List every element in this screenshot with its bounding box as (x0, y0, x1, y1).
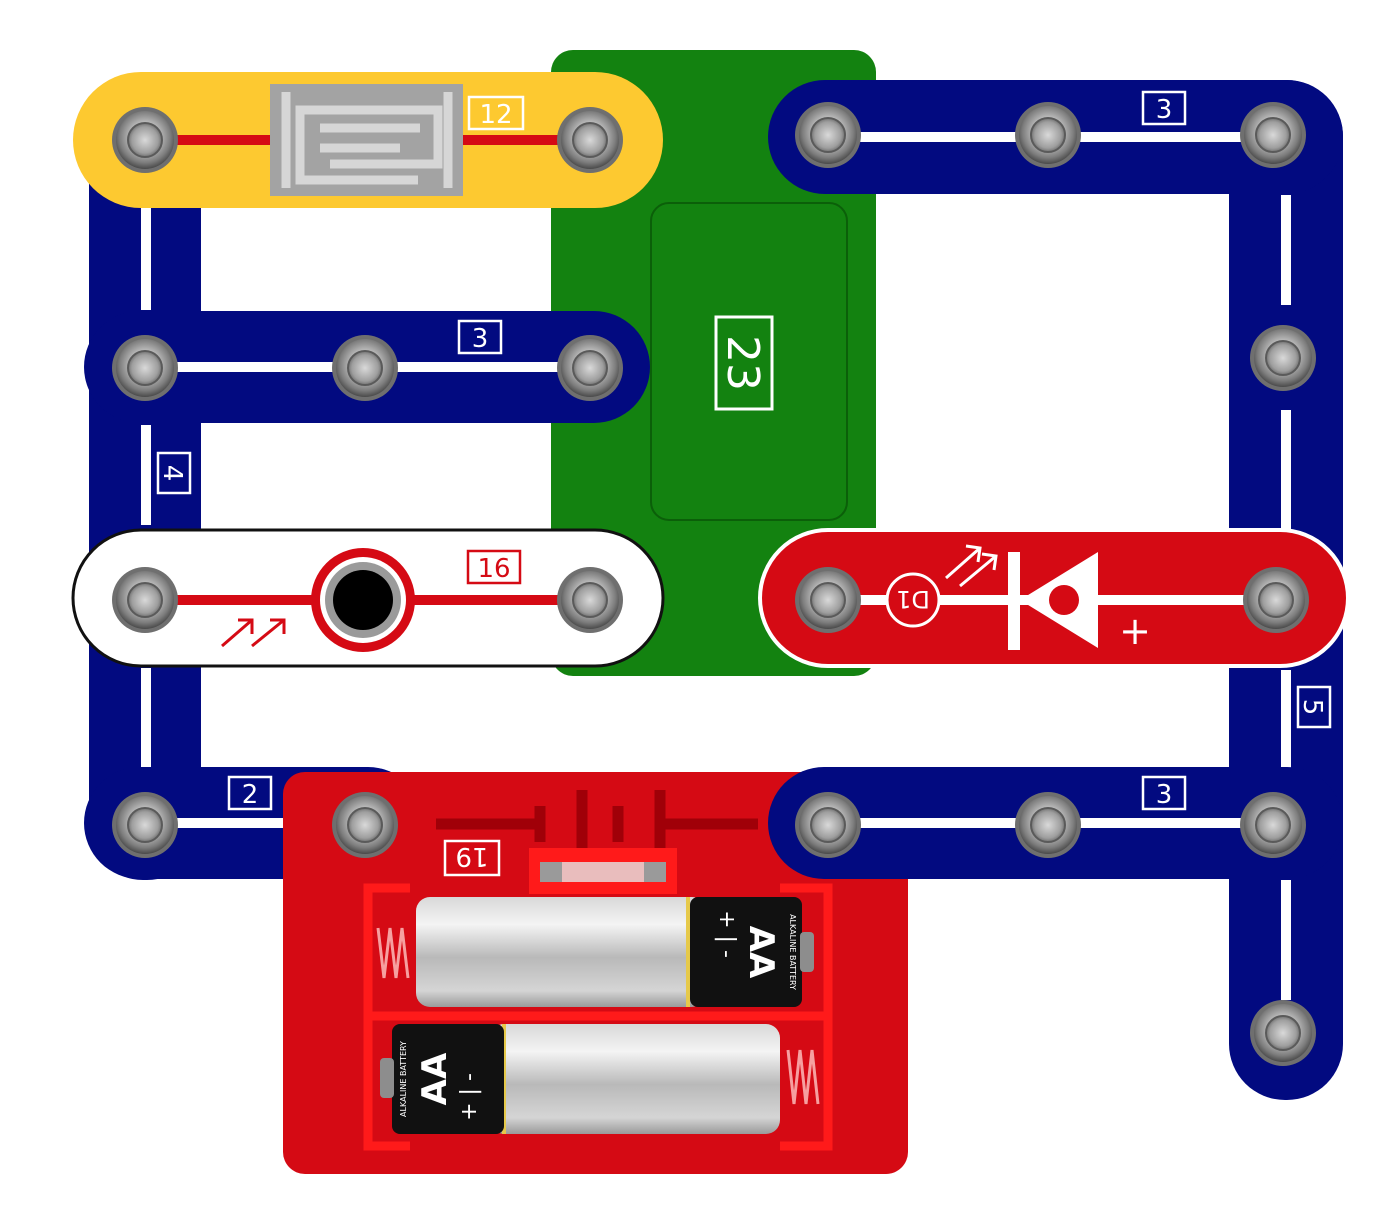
aa-cell-bottom-type: AA (415, 1052, 455, 1105)
battery-holder-label-box: 19 (443, 839, 501, 877)
board-23-label-box: 23 (714, 315, 774, 411)
aa-cell-top-brand: ALKALINE BATTERY (788, 914, 797, 990)
phototransistor-icon (311, 548, 415, 652)
phototransistor-label: 16 (477, 554, 510, 584)
snap-center (127, 350, 163, 386)
snap-connector[interactable] (332, 792, 398, 858)
snap-connector[interactable] (1250, 1000, 1316, 1066)
touch-sensor-label-box (467, 95, 525, 131)
led-d1-label: D1 (896, 585, 930, 613)
touch-sensor-12[interactable]: 12 (73, 72, 663, 208)
board-23[interactable]: 23 (551, 50, 876, 676)
wire-bottom-left-line (145, 818, 365, 828)
touch-sensor-label: 12 (479, 100, 512, 130)
wire-bottom-right-label: 3 (1156, 780, 1173, 810)
fuse-icon (529, 848, 677, 894)
aa-cell-top: AA + | - ALKALINE BATTERY (416, 897, 814, 1007)
phototransistor-label-box (466, 549, 522, 585)
snap-connector[interactable] (1240, 792, 1306, 858)
wire-right-label: 5 (1297, 699, 1327, 716)
snap-center (572, 350, 608, 386)
snap-center (127, 122, 163, 158)
snap-center (810, 582, 846, 618)
wire-right-line-d (1281, 880, 1291, 1000)
snap-connector[interactable] (332, 335, 398, 401)
aa-cell-bottom-sign: + | - (457, 1073, 482, 1121)
spring-icon-bottom (786, 1049, 820, 1105)
wire-left-line-b (141, 425, 151, 525)
snap-connector[interactable] (1015, 102, 1081, 168)
snap-center (810, 117, 846, 153)
snap-connector[interactable] (557, 335, 623, 401)
snap-connectors (112, 102, 1316, 1066)
wire-left-line-a (141, 200, 151, 310)
snap-connector[interactable] (557, 567, 623, 633)
wire-bottom-left-label: 2 (242, 780, 259, 810)
snap-connector[interactable] (1243, 567, 1309, 633)
aa-cell-bottom: AA + | - ALKALINE BATTERY (380, 1024, 780, 1134)
wire-right-line-a (1281, 195, 1291, 305)
snap-connector[interactable] (795, 567, 861, 633)
snap-connector[interactable] (1250, 325, 1316, 391)
snap-connector[interactable] (112, 335, 178, 401)
green-board-inset (650, 202, 848, 521)
wire-right-line-c (1281, 670, 1291, 770)
snap-connector[interactable] (557, 107, 623, 173)
led-d1[interactable]: D1 + (758, 528, 1350, 668)
snap-connector[interactable] (795, 792, 861, 858)
battery-holder-19[interactable]: 19 AA + | - ALKALINE BATTERY (283, 772, 908, 1174)
wire-bottom-left-label-box (227, 775, 273, 811)
snap-connector[interactable] (795, 102, 861, 168)
aa-cell-top-type: AA (741, 926, 781, 979)
wire-top-right-label: 3 (1156, 95, 1173, 125)
touch-plate-sensor-icon (270, 84, 463, 196)
spring-icon-top (376, 927, 410, 979)
wire-mid-left-label-box (457, 319, 503, 355)
snap-center (572, 582, 608, 618)
snap-center (1255, 807, 1291, 843)
snap-center (1255, 117, 1291, 153)
wire-mid-left-label: 3 (472, 324, 489, 354)
aa-cell-top-sign: + | - (714, 910, 739, 958)
phototransistor-16[interactable]: 16 (71, 528, 665, 668)
snap-center (1258, 582, 1294, 618)
wire-left-label-box: 4 (156, 451, 192, 495)
battery-symbol-icon (436, 790, 758, 858)
snap-connector[interactable] (112, 107, 178, 173)
led-light-arrows-icon (945, 544, 998, 588)
snap-center (127, 582, 163, 618)
snap-center (1265, 340, 1301, 376)
led-icon (1008, 552, 1098, 650)
wire-top-right-label-box (1141, 90, 1187, 126)
snap-center (1030, 117, 1066, 153)
snap-center (1265, 1015, 1301, 1051)
snap-connector[interactable] (112, 567, 178, 633)
wire-right-line-b (1281, 410, 1291, 530)
wire-left-vertical[interactable]: 4 (89, 110, 201, 880)
wire-bottom-right-label-box (1141, 775, 1187, 811)
snap-connector[interactable] (1015, 792, 1081, 858)
snap-center (810, 807, 846, 843)
wire-left-label: 4 (157, 465, 187, 482)
battery-holder-label: 19 (455, 841, 488, 871)
led-plus-sign: + (1119, 609, 1151, 653)
aa-cell-bottom-brand: ALKALINE BATTERY (399, 1041, 408, 1117)
snap-center (1030, 807, 1066, 843)
snap-connector[interactable] (1240, 102, 1306, 168)
snap-center (347, 807, 383, 843)
snap-connector[interactable] (112, 792, 178, 858)
snap-center (572, 122, 608, 158)
wire-right-label-box: 5 (1296, 685, 1332, 729)
battery-compartment-outline (363, 883, 833, 1151)
snap-center (347, 350, 383, 386)
board-23-label: 23 (717, 335, 768, 391)
wire-left-line-c (141, 668, 151, 768)
led-d1-badge: D1 (885, 572, 941, 628)
light-arrows-icon (221, 618, 286, 648)
snap-center (127, 807, 163, 843)
